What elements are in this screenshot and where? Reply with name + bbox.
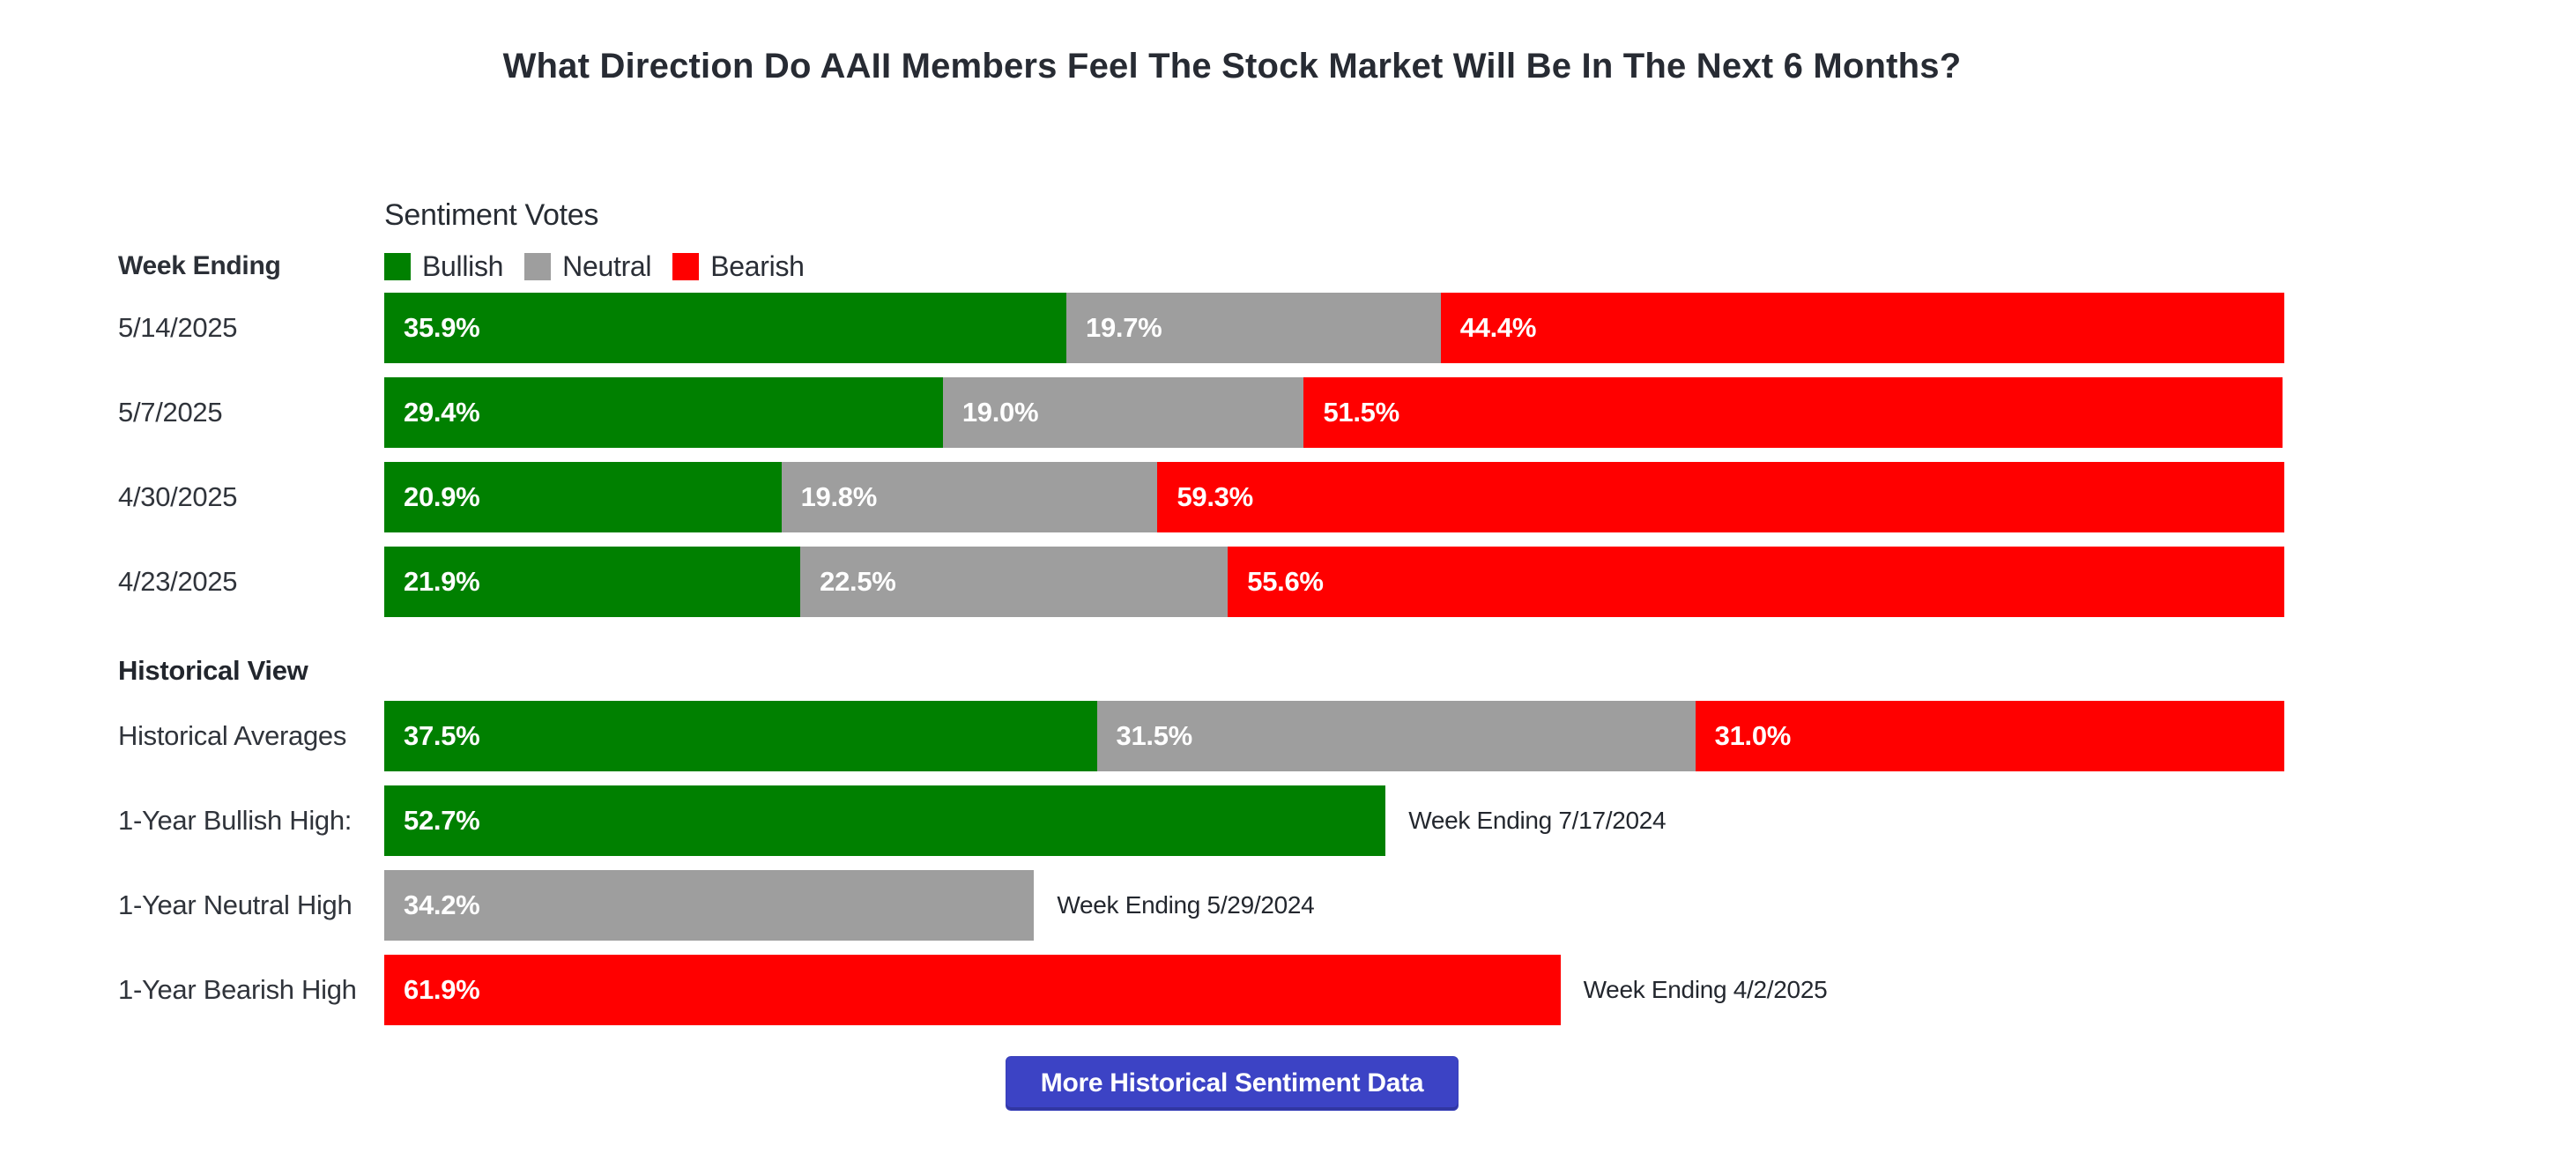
bar-segment-bearish: 44.4% [1440, 293, 2284, 363]
bar-segment-bearish: 61.9% [384, 955, 1561, 1025]
chart-header: Sentiment Votes Bullish Neutral Bearish [384, 197, 826, 293]
label-column-header: Week Ending [118, 197, 384, 293]
segment-percent-label: 19.0% [961, 397, 1039, 428]
row-label: Historical Averages [118, 720, 347, 751]
sentiment-row: 1-Year Bearish High 61.9% Week Ending 4/… [118, 955, 2346, 1025]
legend-swatch-icon [524, 253, 552, 280]
sentiment-bar: 29.4% 19.0% 51.5% [384, 377, 2284, 448]
sentiment-row: 5/7/2025 29.4% 19.0% 51.5% [118, 377, 2346, 448]
legend-item-label: Neutral [562, 250, 652, 282]
row-label: 1-Year Neutral High [118, 889, 353, 920]
sentiment-row: 1-Year Bullish High: 52.7% Week Ending 7… [118, 785, 2346, 856]
segment-percent-label: 55.6% [1247, 566, 1324, 597]
sentiment-bar: 52.7% Week Ending 7/17/2024 [384, 785, 2284, 856]
segment-percent-label: 21.9% [404, 566, 480, 597]
row-label: 1-Year Bearish High [118, 974, 357, 1005]
legend-item-neutral: Neutral [524, 250, 652, 283]
bar-segment-bearish: 31.0% [1695, 701, 2284, 771]
sentiment-bar: 34.2% Week Ending 5/29/2024 [384, 870, 2284, 941]
sentiment-bar: 21.9% 22.5% 55.6% [384, 547, 2284, 617]
sentiment-row: 4/23/2025 21.9% 22.5% 55.6% [118, 547, 2346, 617]
segment-percent-label: 34.2% [404, 889, 480, 920]
segment-percent-label: 22.5% [820, 566, 896, 597]
bar-segment-neutral: 19.0% [942, 377, 1304, 448]
segment-percent-label: 37.5% [404, 720, 480, 751]
segment-percent-label: 20.9% [404, 481, 480, 512]
page-title: What Direction Do AAII Members Feel The … [502, 47, 1962, 86]
segment-percent-label: 52.7% [404, 805, 480, 836]
legend-item-bearish: Bearish [672, 250, 805, 283]
sentiment-row: 4/30/2025 20.9% 19.8% 59.3% [118, 462, 2346, 532]
row-label: 4/30/2025 [118, 481, 238, 512]
weekly-sentiment-rows: 5/14/2025 35.9% 19.7% 44.4% 5/7/2025 29.… [118, 293, 2346, 617]
chart-subtitle: Sentiment Votes [384, 198, 599, 232]
bar-segment-bullish: 52.7% [384, 785, 1386, 856]
sentiment-row: Historical Averages 37.5% 31.5% 31.0% [118, 701, 2346, 771]
segment-percent-label: 19.8% [800, 481, 878, 512]
segment-percent-label: 29.4% [404, 397, 480, 428]
segment-percent-label: 59.3% [1177, 481, 1253, 512]
segment-percent-label: 31.5% [1116, 720, 1193, 751]
content-area: What Direction Do AAII Members Feel The … [118, 0, 2346, 1111]
segment-percent-label: 19.7% [1086, 312, 1162, 343]
bar-segment-bullish: 29.4% [384, 377, 943, 448]
segment-percent-label: 44.4% [1459, 312, 1537, 343]
chart-header-row: Week Ending Sentiment Votes Bullish Neut… [118, 197, 2346, 293]
segment-percent-label: 31.0% [1714, 720, 1792, 751]
row-label: 4/23/2025 [118, 566, 238, 597]
bar-segment-neutral: 19.8% [781, 462, 1158, 532]
bar-segment-bearish: 59.3% [1157, 462, 2284, 532]
legend: Bullish Neutral Bearish [384, 250, 826, 283]
segment-percent-label: 61.9% [404, 974, 480, 1005]
sentiment-row: 5/14/2025 35.9% 19.7% 44.4% [118, 293, 2346, 363]
legend-item-label: Bullish [422, 250, 504, 282]
row-label: 1-Year Bullish High: [118, 805, 353, 836]
sentiment-bar: 37.5% 31.5% 31.0% [384, 701, 2284, 771]
more-historical-sentiment-data-button[interactable]: More Historical Sentiment Data [1006, 1056, 1459, 1111]
historical-view-heading: Historical View [118, 655, 308, 686]
sentiment-bar: 35.9% 19.7% 44.4% [384, 293, 2284, 363]
row-label: 5/7/2025 [118, 397, 223, 428]
legend-swatch-icon [672, 253, 700, 280]
bar-segment-neutral: 31.5% [1096, 701, 1696, 771]
bar-annotation: Week Ending 5/29/2024 [1057, 891, 1315, 919]
row-label: 5/14/2025 [118, 312, 238, 343]
legend-swatch-icon [384, 253, 411, 280]
bar-annotation: Week Ending 4/2/2025 [1583, 976, 1828, 1003]
week-ending-column-header: Week Ending [118, 251, 281, 280]
bar-segment-bearish: 51.5% [1303, 377, 2283, 448]
bar-segment-bullish: 21.9% [384, 547, 801, 617]
legend-item-bullish: Bullish [384, 250, 503, 283]
sentiment-row: 1-Year Neutral High 34.2% Week Ending 5/… [118, 870, 2346, 941]
bar-segment-bullish: 20.9% [384, 462, 782, 532]
bar-segment-bearish: 55.6% [1228, 547, 2284, 617]
bar-segment-neutral: 34.2% [384, 870, 1035, 941]
segment-percent-label: 35.9% [404, 312, 480, 343]
bar-annotation: Week Ending 7/17/2024 [1408, 807, 1667, 834]
bar-segment-neutral: 22.5% [800, 547, 1229, 617]
bar-segment-bullish: 37.5% [384, 701, 1097, 771]
sentiment-bar: 20.9% 19.8% 59.3% [384, 462, 2284, 532]
historical-rows: Historical Averages 37.5% 31.5% 31.0% 1-… [118, 701, 2346, 1025]
sentiment-chart: Week Ending Sentiment Votes Bullish Neut… [118, 197, 2346, 1025]
sentiment-bar: 61.9% Week Ending 4/2/2025 [384, 955, 2284, 1025]
legend-item-label: Bearish [710, 250, 805, 282]
segment-percent-label: 51.5% [1323, 397, 1399, 428]
bar-segment-neutral: 19.7% [1066, 293, 1441, 363]
bar-segment-bullish: 35.9% [384, 293, 1066, 363]
